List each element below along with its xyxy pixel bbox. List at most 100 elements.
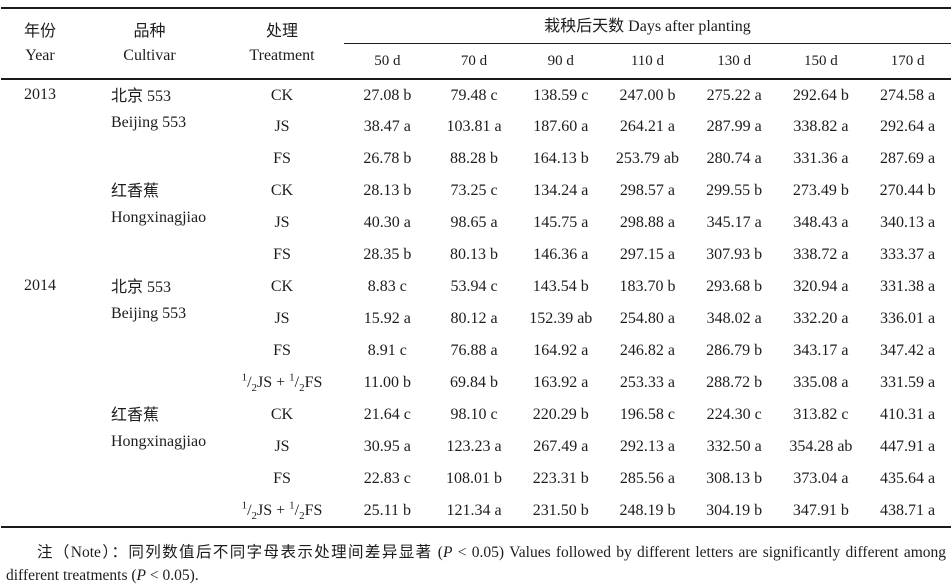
value-cell: 331.59 a (880, 374, 936, 391)
value-cell: 320.94 a (793, 278, 849, 295)
value-cell: 297.15 a (619, 246, 676, 263)
col-header-treatment-cn: 处理 (265, 22, 298, 40)
table-row: 红香蕉 Hongxinagjiao CK 28.13 b 73.25 c 134.24 a… (1, 175, 951, 226)
treatment-cell: JS (274, 118, 290, 135)
table-row: 1/2JS + 1/2FS 11.00 b 69.84 b 163.92 a 253.3… (1, 367, 951, 399)
value-cell: 253.33 a (619, 374, 676, 391)
value-cell: 275.22 a (706, 86, 762, 104)
value-cell: 143.54 b (532, 278, 589, 295)
value-cell: 28.13 b (363, 182, 412, 199)
value-cell: 152.39 ab (529, 310, 593, 327)
col-header-day: 50 d (374, 53, 401, 69)
table-row: 2014 北京 553 Beijing 553 CK 8.83 c 53.94 c 143.… (1, 271, 951, 322)
table-row: FS 26.78 b 88.28 b 164.13 b 253.79 ab 280.74 … (1, 143, 951, 175)
value-cell: 347.42 a (880, 342, 936, 359)
value-cell: 8.83 c (367, 278, 407, 295)
value-cell: 98.65 a (450, 214, 498, 231)
value-cell: 187.60 a (533, 118, 589, 135)
value-cell: 304.19 b (706, 501, 763, 519)
table-row: FS 8.91 c 76.88 a 164.92 a 246.82 a 286.79 b 3… (1, 335, 951, 367)
value-cell: 146.36 a (533, 246, 589, 263)
value-cell: 435.64 a (880, 470, 936, 487)
col-header-day: 70 d (460, 53, 488, 69)
treatment-cell: CK (270, 278, 294, 295)
treatment-cell: CK (270, 86, 294, 104)
value-cell: 103.81 a (446, 118, 502, 135)
value-cell: 313.82 c (793, 406, 849, 423)
value-cell: 134.24 a (533, 182, 589, 199)
value-cell: 331.36 a (793, 150, 849, 167)
value-cell: 336.01 a (880, 310, 936, 327)
table-footnote: 注（Note）：同列数值后不同字母表示处理间差异显著 (P < 0.05) Va… (6, 544, 946, 584)
value-cell: 164.13 b (532, 150, 589, 167)
treatment-cell: JS (274, 310, 290, 327)
year-cell: 2013 (24, 86, 56, 103)
value-cell: 138.59 c (533, 86, 589, 104)
table-row: 1/2JS + 1/2FS 25.11 b 121.34 a 231.50 b 248.… (1, 495, 951, 527)
table-row: JS 38.47 a 103.81 a 187.60 a 264.21 a 287.99 … (1, 111, 951, 143)
value-cell: 267.49 a (533, 438, 589, 455)
table-row: 红香蕉 Hongxinagjiao CK 21.64 c 98.10 c 220.29 b… (1, 399, 951, 450)
value-cell: 331.38 a (880, 278, 936, 295)
value-cell: 298.88 a (619, 214, 676, 231)
col-header-year: 年份 Year (1, 8, 79, 79)
treatment-cell: FS (273, 150, 291, 167)
col-header-days-group: 栽秧后天数 Days after planting (344, 8, 951, 44)
value-cell: 40.30 a (363, 214, 411, 231)
treatment-cell: 1/2JS + 1/2FS (241, 371, 323, 395)
table-header: 年份 Year 品种 Cultivar 处理 Treatment 栽秧后天数 D… (1, 8, 951, 79)
value-cell: 348.43 a (793, 214, 849, 231)
value-cell: 121.34 a (446, 501, 502, 519)
cultivar-name-en: Hongxinagjiao (111, 433, 207, 450)
value-cell: 354.28 ab (789, 438, 853, 455)
table-row: JS 40.30 a 98.65 a 145.75 a 298.88 a 345.17 a… (1, 207, 951, 239)
value-cell: 8.91 c (367, 342, 407, 359)
value-cell: 333.37 a (880, 246, 936, 263)
cultivar-cell: 北京 553 Beijing 553 (79, 79, 220, 175)
value-cell: 338.72 a (793, 246, 849, 263)
treatment-cell: CK (270, 182, 294, 199)
cultivar-cell: 红香蕉 Hongxinagjiao (79, 399, 220, 527)
cultivar-name-cn: 红香蕉 (111, 183, 160, 200)
value-cell: 335.08 a (793, 374, 849, 391)
cultivar-name-cn: 红香蕉 (111, 407, 160, 424)
value-cell: 220.29 b (532, 406, 589, 423)
value-cell: 79.48 c (450, 86, 498, 104)
value-cell: 15.92 a (363, 310, 411, 327)
value-cell: 25.11 b (363, 501, 412, 519)
value-cell: 183.70 b (619, 278, 676, 295)
value-cell: 76.88 a (450, 342, 498, 359)
value-cell: 343.17 a (793, 342, 849, 359)
value-cell: 26.78 b (363, 150, 412, 167)
value-cell: 274.58 a (880, 86, 936, 104)
col-header-day: 110 d (630, 53, 665, 69)
value-cell: 447.91 a (880, 438, 936, 455)
value-cell: 123.23 a (446, 438, 502, 455)
value-cell: 270.44 b (879, 182, 936, 199)
value-cell: 287.69 a (880, 150, 936, 167)
value-cell: 307.93 b (706, 246, 763, 263)
col-header-year-en: Year (25, 46, 55, 64)
value-cell: 30.95 a (363, 438, 411, 455)
treatment-cell: CK (270, 406, 294, 423)
col-header-cultivar-cn: 品种 (133, 22, 166, 40)
value-cell: 273.49 b (792, 182, 849, 199)
col-header-cultivar-en: Cultivar (123, 46, 176, 64)
col-header-day: 90 d (547, 53, 574, 69)
col-header-year-cn: 年份 (23, 22, 56, 40)
value-cell: 224.30 c (706, 406, 762, 423)
cultivar-name-cn: 北京 553 (111, 279, 172, 296)
value-cell: 231.50 b (532, 501, 589, 519)
value-cell: 69.84 b (450, 374, 499, 391)
value-cell: 264.21 a (619, 118, 676, 135)
value-cell: 438.71 a (880, 501, 936, 519)
value-cell: 21.64 c (363, 406, 411, 423)
value-cell: 299.55 b (706, 182, 763, 199)
treatment-cell: FS (273, 470, 291, 487)
value-cell: 293.68 b (706, 278, 763, 295)
value-cell: 223.31 b (532, 470, 589, 487)
value-cell: 98.10 c (450, 406, 498, 423)
value-cell: 164.92 a (533, 342, 589, 359)
value-cell: 22.83 c (363, 470, 411, 487)
